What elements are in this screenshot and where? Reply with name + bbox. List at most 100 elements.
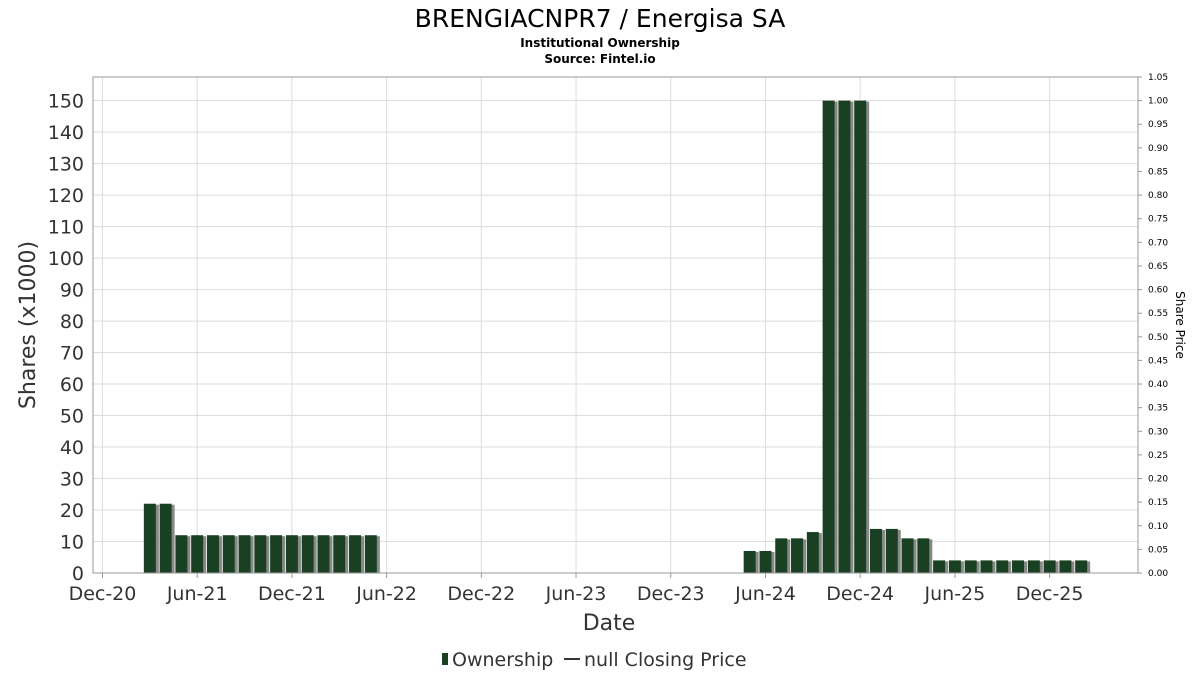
bar-Apr-21	[159, 503, 172, 573]
bar-Oct-25	[1012, 560, 1025, 573]
y2-tick-label: 0.15	[1148, 498, 1168, 508]
y2-axis: 0.00 0.05 0.10 0.15 0.20 0.25 0.30 0.35 0.40 0.45…	[1138, 73, 1168, 579]
y2-tick-label: 0.30	[1148, 427, 1168, 437]
legend: Ownership null Closing Price	[442, 649, 747, 671]
y2-tick-label: 0.25	[1148, 451, 1168, 461]
bar-May-21	[175, 535, 188, 573]
y2-tick-label: 0.70	[1148, 238, 1168, 248]
y-tick-label: 120	[48, 185, 84, 207]
x-tick-label: Dec-21	[258, 583, 326, 605]
y-tick-label: 40	[60, 437, 84, 459]
y2-tick-label: 0.50	[1148, 333, 1168, 343]
bar-Nov-21	[270, 535, 283, 573]
x-tick-label: Dec-22	[447, 583, 515, 605]
y-tick-label: 10	[60, 532, 84, 554]
bar-Aug-25	[980, 560, 993, 573]
bar-Mar-22	[333, 535, 346, 573]
bar-Oct-24	[822, 100, 835, 573]
plot-frame	[92, 76, 1139, 574]
y-tick-label: 80	[60, 311, 84, 333]
chart-source: Source: Fintel.io	[544, 52, 655, 66]
bar-Nov-25	[1027, 560, 1040, 573]
bar-Nov-24	[838, 100, 851, 573]
bar-Sep-21	[238, 535, 251, 573]
y2-tick-label: 0.55	[1148, 309, 1168, 319]
bar-Apr-25	[917, 538, 930, 573]
bar-Sep-24	[806, 532, 819, 573]
bar-Dec-21	[285, 535, 298, 573]
bar-Dec-25	[1043, 560, 1056, 573]
bar-Dec-24	[854, 100, 867, 573]
chart-title: BRENGIACNPR7 / Energisa SA	[415, 4, 786, 33]
y-tick-label: 100	[48, 248, 84, 270]
y2-tick-label: 0.20	[1148, 475, 1168, 485]
bar-Aug-21	[222, 535, 235, 573]
bar-Jan-25	[869, 528, 882, 573]
y2-tick-label: 0.35	[1148, 404, 1168, 414]
y-tick-label: 30	[60, 469, 84, 491]
y-tick-label: 130	[48, 154, 84, 176]
y2-tick-label: 0.05	[1148, 545, 1168, 555]
bar-Feb-26	[1075, 560, 1088, 573]
y-tick-label: 150	[48, 91, 84, 113]
x-tick-label: Dec-23	[637, 583, 705, 605]
y2-tick-label: 0.90	[1148, 144, 1168, 154]
bar-Jul-21	[206, 535, 219, 573]
x-tick-label: Jun-23	[545, 583, 607, 605]
y-axis-label: Shares (x1000)	[16, 241, 41, 409]
bar-Feb-25	[885, 528, 898, 573]
x-tick-label: Dec-24	[826, 583, 894, 605]
y2-tick-label: 0.40	[1148, 380, 1168, 390]
y2-tick-label: 0.95	[1148, 120, 1168, 130]
bars	[143, 100, 1091, 573]
x-tick-label: Jun-25	[924, 583, 986, 605]
y-tick-label: 0	[72, 563, 84, 585]
bar-Apr-22	[349, 535, 362, 573]
y2-tick-label: 1.00	[1148, 97, 1168, 107]
y-tick-label: 110	[48, 217, 84, 239]
y2-tick-label: 1.05	[1148, 73, 1168, 83]
x-axis-label: Date	[583, 611, 636, 636]
y-tick-label: 90	[60, 280, 84, 302]
y2-tick-label: 0.85	[1148, 167, 1168, 177]
y2-tick-label: 0.75	[1148, 215, 1168, 225]
x-tick-label: Jun-24	[734, 583, 796, 605]
y2-tick-label: 0.10	[1148, 522, 1168, 532]
y-tick-label: 20	[60, 500, 84, 522]
bar-Sep-25	[996, 560, 1009, 573]
bar-May-22	[364, 535, 377, 573]
bar-Jan-26	[1059, 560, 1072, 573]
y-tick-label: 70	[60, 343, 84, 365]
y-tick-label: 50	[60, 406, 84, 428]
y2-tick-label: 0.00	[1148, 569, 1168, 579]
y2-tick-label: 0.80	[1148, 191, 1168, 201]
y2-tick-label: 0.45	[1148, 356, 1168, 366]
bar-Jun-25	[948, 560, 961, 573]
y2-axis-label: Share Price	[1173, 291, 1187, 359]
legend-ownership: Ownership	[452, 649, 553, 671]
bar-May-24	[743, 550, 756, 573]
bar-Jun-21	[191, 535, 204, 573]
bar-May-25	[933, 560, 946, 573]
legend-price: null Closing Price	[584, 649, 747, 671]
chart-subtitle: Institutional Ownership	[520, 36, 680, 50]
bar-Jul-24	[775, 538, 788, 573]
bar-Feb-22	[317, 535, 330, 573]
y-tick-label: 140	[48, 122, 84, 144]
bar-Aug-24	[791, 538, 804, 573]
bar-Jul-25	[964, 560, 977, 573]
bar-Mar-21	[143, 503, 156, 573]
legend-ownership-swatch	[442, 653, 448, 665]
x-tick-label: Jun-21	[166, 583, 228, 605]
y-tick-label: 60	[60, 374, 84, 396]
bar-Oct-21	[254, 535, 267, 573]
x-tick-label: Dec-25	[1016, 583, 1084, 605]
grid	[93, 77, 1138, 574]
x-tick-label: Jun-22	[355, 583, 417, 605]
bar-Mar-25	[901, 538, 914, 573]
y-axis: 0 10 20 30 40 50 60 70 80 90 100 110 120 130 140 150	[48, 91, 84, 585]
bar-Jan-22	[301, 535, 314, 573]
x-tick-label: Dec-20	[69, 583, 137, 605]
